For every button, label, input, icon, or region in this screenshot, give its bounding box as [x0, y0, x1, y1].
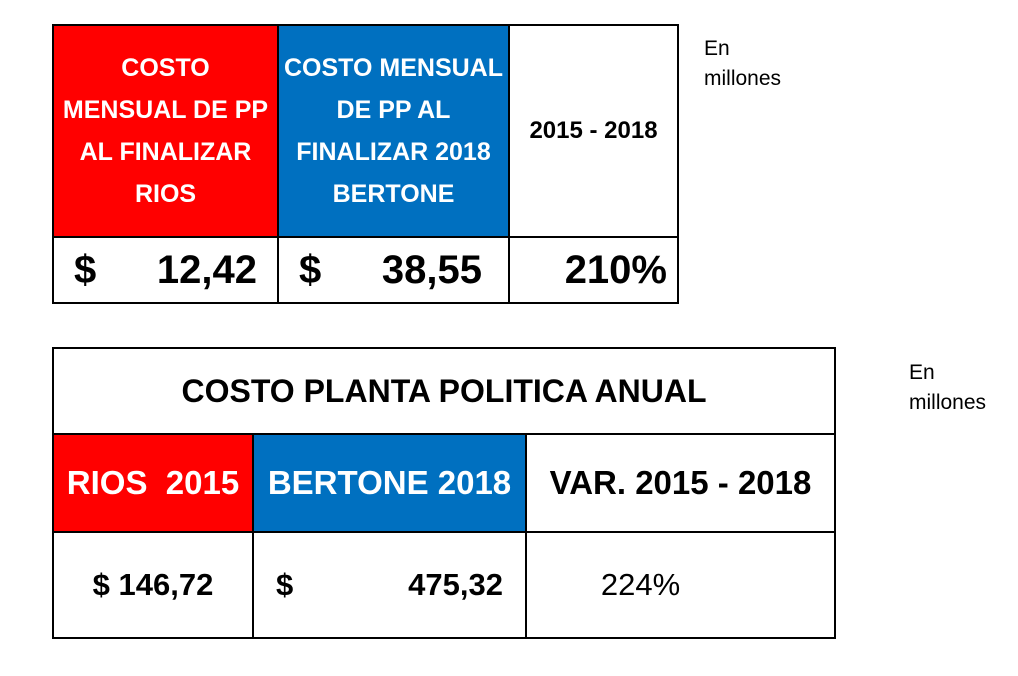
header-rios-2015: RIOS 2015 [52, 433, 254, 533]
header-rios-monthly: COSTO MENSUAL DE PP AL FINALIZAR RIOS [52, 24, 279, 238]
header-period: 2015 - 2018 [508, 24, 679, 238]
annual-cost-header-row: RIOS 2015 BERTONE 2018 VAR. 2015 - 2018 [52, 433, 836, 533]
header-variation: VAR. 2015 - 2018 [525, 433, 836, 533]
units-note-line2: millones [704, 67, 782, 90]
annual-cost-values-row: $ 146,72 $ 475,32 224% [52, 531, 836, 639]
value-bertone-monthly: 38,55 [381, 247, 482, 292]
value-rios-monthly: 12,42 [156, 247, 257, 292]
currency-symbol: $ [74, 247, 97, 292]
annual-cost-title-row: COSTO PLANTA POLITICA ANUAL [52, 347, 836, 435]
value-rios-monthly-cell: $ 12,42 [52, 236, 279, 304]
units-note-line1: En [909, 361, 935, 384]
header-bertone-2018: BERTONE 2018 [252, 433, 527, 533]
value-rios-annual-cell: $ 146,72 [52, 531, 254, 639]
annual-cost-table: COSTO PLANTA POLITICA ANUAL RIOS 2015 BE… [52, 347, 836, 639]
variation-monthly: 210% [508, 236, 679, 304]
units-note-line1: En [704, 37, 730, 60]
value-bertone-annual: 475,32 [408, 567, 503, 602]
currency-symbol: $ [276, 567, 294, 602]
monthly-cost-values-row: $ 12,42 $ 38,55 210% [52, 236, 679, 304]
currency-symbol: $ [299, 247, 322, 292]
value-bertone-monthly-cell: $ 38,55 [277, 236, 510, 304]
currency-symbol: $ [92, 567, 110, 602]
header-bertone-monthly: COSTO MENSUAL DE PP AL FINALIZAR 2018 BE… [277, 24, 510, 238]
units-note-line2: millones [909, 391, 987, 414]
value-rios-annual: 146,72 [118, 567, 214, 602]
units-note-1: En millones [704, 34, 781, 94]
units-note-2: En millones [909, 358, 986, 418]
annual-cost-title: COSTO PLANTA POLITICA ANUAL [52, 347, 836, 435]
monthly-cost-table: COSTO MENSUAL DE PP AL FINALIZAR RIOS CO… [52, 24, 679, 304]
monthly-cost-header-row: COSTO MENSUAL DE PP AL FINALIZAR RIOS CO… [52, 24, 679, 238]
variation-annual: 224% [525, 531, 836, 639]
value-bertone-annual-cell: $ 475,32 [252, 531, 527, 639]
